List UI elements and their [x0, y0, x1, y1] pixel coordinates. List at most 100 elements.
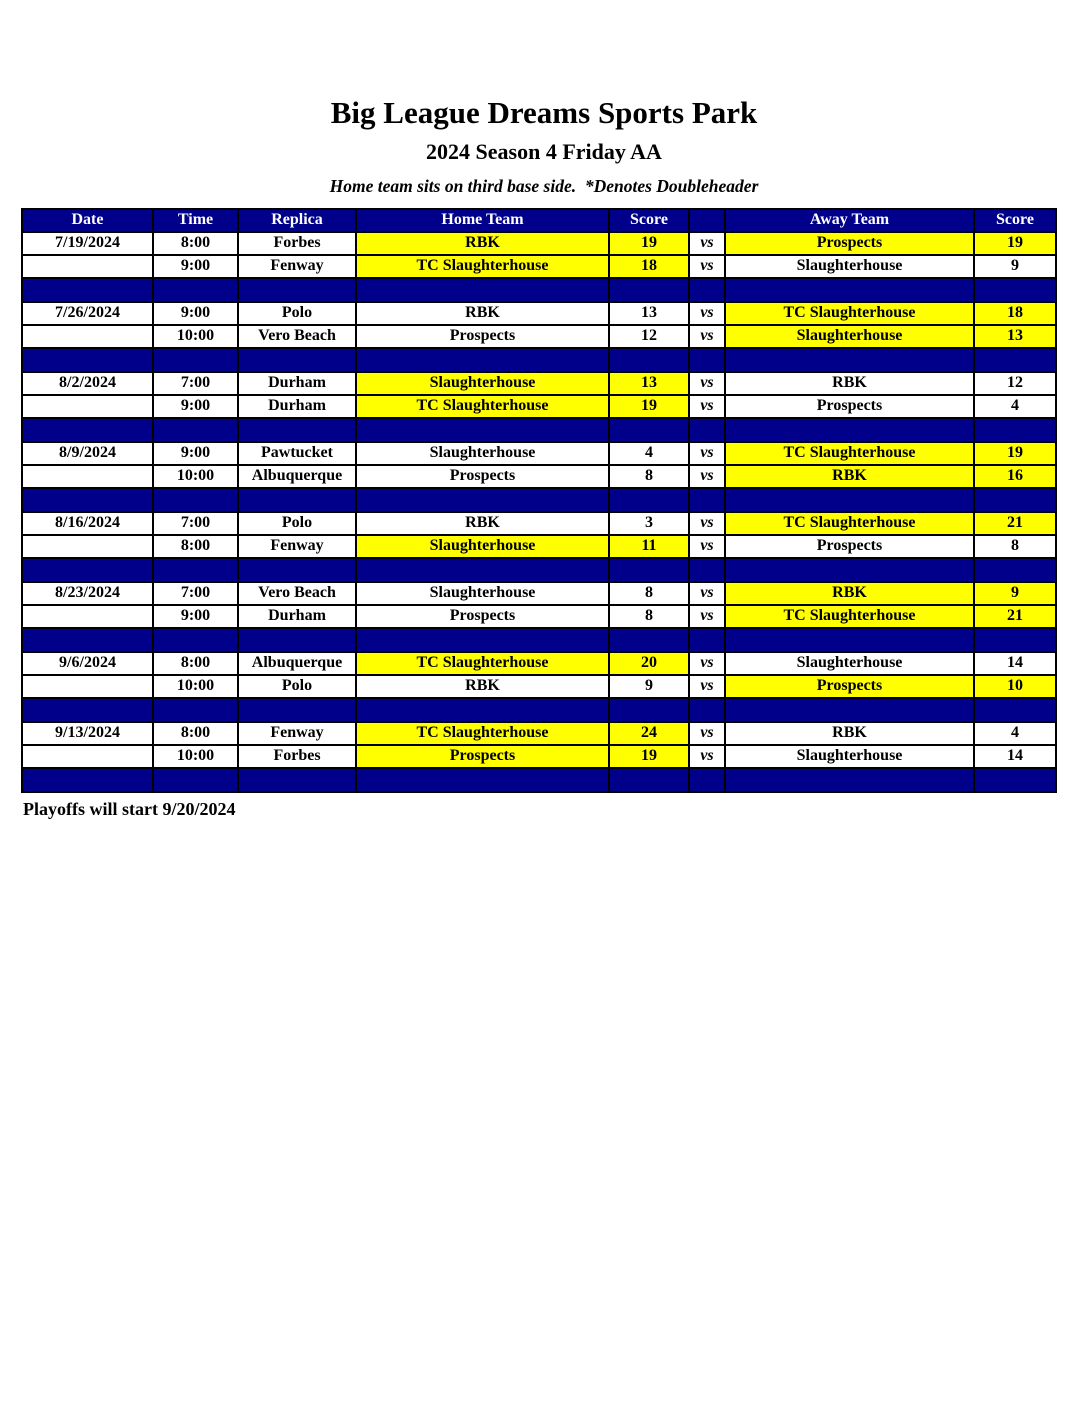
vs-cell: vs	[688, 603, 726, 629]
home-team-cell: Prospects	[355, 463, 610, 489]
spacer-row	[21, 486, 1057, 513]
spacer-cell	[973, 766, 1057, 793]
home-score-cell: 4	[608, 440, 690, 466]
spacer-cell	[688, 416, 726, 443]
home-score-cell: 19	[608, 230, 690, 256]
replica-cell: Polo	[237, 673, 357, 699]
game-row: 9/13/2024 8:00 Fenway TC Slaughterhouse 24 vs…	[21, 720, 1057, 746]
replica-cell: Fenway	[237, 533, 357, 559]
game-row: 10:00 Forbes Prospects 19 vs Slaughterhouse 14	[21, 743, 1057, 769]
home-team-cell: TC Slaughterhouse	[355, 393, 610, 419]
header-cell-replica: Replica	[237, 207, 357, 233]
date-cell	[21, 743, 154, 769]
replica-cell: Durham	[237, 603, 357, 629]
spacer-cell	[724, 416, 975, 443]
spacer-cell	[355, 766, 610, 793]
away-score-cell: 4	[973, 720, 1057, 746]
time-cell: 7:00	[152, 370, 239, 396]
date-cell: 8/23/2024	[21, 580, 154, 606]
game-row: 9:00 Durham Prospects 8 vs TC Slaughterhouse 2…	[21, 603, 1057, 629]
spacer-cell	[355, 696, 610, 723]
spacer-row	[21, 556, 1057, 583]
spacer-cell	[973, 556, 1057, 583]
game-row: 8/16/2024 7:00 Polo RBK 3 vs TC Slaughterhouse…	[21, 510, 1057, 536]
home-team-cell: RBK	[355, 510, 610, 536]
away-score-cell: 14	[973, 650, 1057, 676]
home-score-cell: 13	[608, 370, 690, 396]
header-cell-home-team: Home Team	[355, 207, 610, 233]
vs-cell: vs	[688, 230, 726, 256]
spacer-cell	[688, 696, 726, 723]
spacer-cell	[237, 416, 357, 443]
spacer-cell	[688, 766, 726, 793]
spacer-cell	[21, 486, 154, 513]
game-row: 10:00 Polo RBK 9 vs Prospects 10	[21, 673, 1057, 699]
header-cell-time: Time	[152, 207, 239, 233]
spacer-cell	[21, 276, 154, 303]
vs-cell: vs	[688, 440, 726, 466]
away-score-cell: 10	[973, 673, 1057, 699]
spacer-cell	[355, 556, 610, 583]
spacer-cell	[688, 486, 726, 513]
game-row: 8/23/2024 7:00 Vero Beach Slaughterhouse 8 vs…	[21, 580, 1057, 606]
time-cell: 10:00	[152, 673, 239, 699]
spacer-cell	[152, 346, 239, 373]
replica-cell: Fenway	[237, 720, 357, 746]
date-cell	[21, 253, 154, 279]
spacer-cell	[608, 556, 690, 583]
game-row: 10:00 Vero Beach Prospects 12 vs Slaughterhou…	[21, 323, 1057, 349]
header-cell-away-team: Away Team	[724, 207, 975, 233]
spacer-cell	[152, 276, 239, 303]
spacer-cell	[973, 626, 1057, 653]
date-cell	[21, 323, 154, 349]
time-cell: 8:00	[152, 230, 239, 256]
spacer-row	[21, 696, 1057, 723]
spacer-cell	[688, 276, 726, 303]
home-team-cell: Slaughterhouse	[355, 370, 610, 396]
replica-cell: Forbes	[237, 230, 357, 256]
vs-cell: vs	[688, 393, 726, 419]
spacer-cell	[724, 346, 975, 373]
away-team-cell: Slaughterhouse	[724, 743, 975, 769]
away-score-cell: 12	[973, 370, 1057, 396]
away-team-cell: TC Slaughterhouse	[724, 603, 975, 629]
away-team-cell: RBK	[724, 370, 975, 396]
replica-cell: Vero Beach	[237, 580, 357, 606]
date-cell	[21, 393, 154, 419]
time-cell: 10:00	[152, 323, 239, 349]
home-team-cell: TC Slaughterhouse	[355, 650, 610, 676]
vs-cell: vs	[688, 580, 726, 606]
vs-cell: vs	[688, 370, 726, 396]
spacer-cell	[355, 486, 610, 513]
replica-cell: Durham	[237, 370, 357, 396]
replica-cell: Vero Beach	[237, 323, 357, 349]
home-team-cell: Prospects	[355, 323, 610, 349]
replica-cell: Polo	[237, 300, 357, 326]
home-team-cell: Prospects	[355, 603, 610, 629]
vs-cell: vs	[688, 510, 726, 536]
date-cell	[21, 463, 154, 489]
spacer-row	[21, 766, 1057, 793]
spacer-cell	[152, 486, 239, 513]
spacer-cell	[724, 556, 975, 583]
home-score-cell: 20	[608, 650, 690, 676]
time-cell: 9:00	[152, 440, 239, 466]
replica-cell: Forbes	[237, 743, 357, 769]
spacer-cell	[973, 486, 1057, 513]
home-score-cell: 19	[608, 393, 690, 419]
spacer-cell	[688, 556, 726, 583]
away-team-cell: Slaughterhouse	[724, 323, 975, 349]
date-cell	[21, 533, 154, 559]
spacer-cell	[973, 276, 1057, 303]
spacer-cell	[237, 556, 357, 583]
spacer-cell	[608, 696, 690, 723]
time-cell: 7:00	[152, 580, 239, 606]
page-subtitle: 2024 Season 4 Friday AA	[426, 139, 662, 165]
spacer-cell	[355, 276, 610, 303]
spacer-cell	[724, 486, 975, 513]
game-row: 7/26/2024 9:00 Polo RBK 13 vs TC Slaughterhous…	[21, 300, 1057, 326]
home-team-cell: RBK	[355, 673, 610, 699]
time-cell: 8:00	[152, 533, 239, 559]
home-score-cell: 8	[608, 463, 690, 489]
